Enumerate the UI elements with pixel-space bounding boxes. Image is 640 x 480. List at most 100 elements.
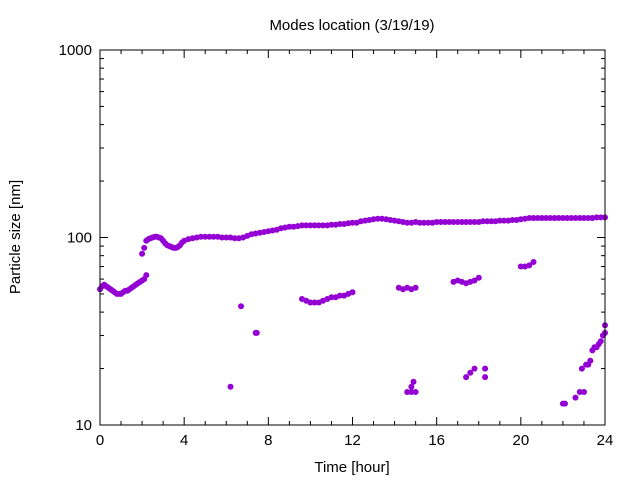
data-point — [410, 378, 417, 385]
data-point — [286, 223, 293, 230]
data-point — [315, 222, 322, 229]
data-point — [517, 263, 524, 270]
data-point — [320, 222, 326, 229]
data-point — [471, 365, 478, 372]
x-tick-label: 0 — [96, 432, 104, 449]
data-point — [564, 215, 571, 221]
data-point — [223, 234, 230, 241]
data-point — [139, 250, 146, 257]
data-point — [488, 218, 495, 225]
data-point — [496, 217, 503, 224]
data-point — [597, 338, 604, 345]
data-points — [97, 214, 608, 407]
data-point — [530, 259, 537, 265]
data-point — [581, 215, 587, 221]
data-point — [404, 219, 411, 226]
data-point — [562, 400, 568, 407]
x-tick-label: 24 — [597, 432, 614, 449]
data-point — [231, 235, 238, 242]
data-point — [408, 383, 415, 390]
data-point — [303, 222, 310, 229]
data-point — [421, 219, 427, 226]
y-tick-label: 1000 — [59, 42, 92, 59]
data-point — [587, 357, 594, 364]
data-point — [471, 277, 478, 284]
data-point — [578, 365, 585, 372]
data-point — [227, 383, 234, 390]
data-point — [547, 215, 554, 221]
data-point — [408, 389, 415, 395]
data-point — [416, 219, 423, 226]
axis-ticks — [99, 49, 606, 426]
data-point — [328, 221, 335, 228]
data-point — [412, 284, 419, 291]
data-point — [482, 374, 489, 381]
data-point — [463, 374, 470, 381]
axis-tick-labels: 0 4 8 12 16 20 24 10 100 1000 — [59, 42, 614, 449]
y-tick-label: 100 — [67, 230, 92, 247]
data-point — [206, 233, 213, 240]
data-point — [437, 219, 444, 225]
data-point — [551, 215, 558, 221]
x-tick-label: 16 — [428, 432, 445, 449]
data-point — [412, 389, 419, 395]
data-point — [576, 215, 583, 221]
data-point — [336, 221, 343, 227]
data-point — [328, 294, 335, 301]
data-point — [576, 389, 583, 395]
data-point — [458, 219, 465, 225]
data-point — [559, 215, 566, 221]
data-point — [526, 262, 533, 269]
data-point — [446, 219, 453, 225]
data-point — [374, 215, 381, 222]
data-point — [450, 219, 457, 225]
data-point — [572, 215, 579, 221]
data-point — [475, 274, 482, 281]
x-tick-label: 8 — [264, 432, 272, 449]
data-point — [425, 219, 432, 226]
data-point — [238, 303, 244, 310]
data-point — [311, 299, 318, 306]
data-point — [568, 215, 575, 221]
data-point — [349, 219, 356, 226]
plot-frame — [99, 49, 606, 426]
data-point — [307, 299, 314, 306]
data-point — [299, 222, 305, 229]
y-tick-label: 10 — [75, 417, 92, 434]
data-point — [480, 218, 486, 225]
chart-title: Modes location (3/19/19) — [269, 17, 434, 34]
y-axis-label: Particle size [nm] — [7, 180, 24, 294]
data-point — [143, 272, 150, 279]
data-point — [471, 219, 478, 225]
data-point — [534, 215, 541, 221]
x-tick-label: 20 — [512, 432, 529, 449]
data-point — [141, 244, 148, 251]
data-point — [219, 234, 225, 241]
data-point — [593, 214, 600, 221]
data-point — [202, 233, 209, 240]
data-point — [311, 222, 318, 229]
data-point — [530, 215, 537, 221]
data-point — [454, 219, 461, 225]
data-point — [433, 219, 440, 225]
data-point — [467, 369, 474, 376]
data-point — [543, 215, 550, 221]
data-point — [581, 389, 587, 395]
data-point — [463, 219, 470, 225]
data-point — [555, 215, 562, 221]
x-tick-label: 12 — [344, 432, 361, 449]
x-tick-label: 4 — [180, 432, 188, 449]
data-point — [198, 233, 204, 240]
data-point — [307, 222, 314, 229]
x-axis-label: Time [hour] — [314, 459, 389, 476]
data-point — [585, 215, 592, 221]
data-point — [467, 219, 474, 225]
data-point — [597, 214, 604, 221]
data-point — [538, 215, 545, 221]
data-point — [442, 219, 449, 225]
data-point — [253, 329, 260, 336]
data-point — [526, 215, 533, 221]
data-point — [501, 217, 507, 224]
data-point — [484, 218, 491, 225]
data-point — [349, 289, 356, 296]
